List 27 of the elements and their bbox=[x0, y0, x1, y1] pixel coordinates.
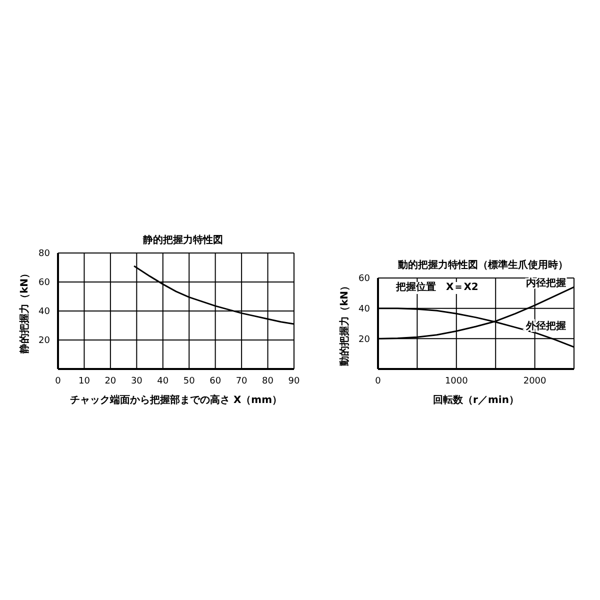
x-tick-label: 1000 bbox=[444, 376, 468, 386]
chart-title: 動的把握力特性図（標準生爪使用時） bbox=[397, 258, 569, 273]
chart-title: 静的把握力特性図 bbox=[142, 234, 224, 248]
x-tick-label: 80 bbox=[262, 376, 274, 386]
x-tick-label: 0 bbox=[55, 376, 62, 386]
y-tick-label: 80 bbox=[38, 249, 50, 260]
x-tick-label: 2000 bbox=[523, 376, 547, 386]
y-axis-title: 静的把握力（kN） bbox=[18, 268, 31, 355]
y-tick-label: 20 bbox=[38, 336, 50, 346]
y-tick-label: 40 bbox=[358, 304, 370, 315]
x-tick-label: 30 bbox=[130, 376, 143, 386]
annotation: 把握位置 X＝X2 bbox=[396, 282, 478, 294]
x-tick-label: 0 bbox=[375, 376, 382, 386]
x-tick-label: 10 bbox=[78, 376, 90, 386]
y-tick-label: 60 bbox=[358, 274, 370, 284]
y-tick-label: 20 bbox=[358, 334, 370, 345]
x-tick-label: 60 bbox=[210, 376, 222, 386]
y-axis-title: 動的把握力（kN） bbox=[338, 280, 351, 368]
x-axis-title: 回転数（r／min） bbox=[433, 394, 519, 406]
x-tick-label: 70 bbox=[236, 376, 248, 386]
y-tick-label: 60 bbox=[38, 278, 50, 288]
y-tick-label: 40 bbox=[38, 307, 50, 318]
x-tick-label: 40 bbox=[157, 376, 169, 386]
x-axis-title: チャック端面から把握部までの高さ X（mm） bbox=[70, 394, 282, 406]
x-tick-label: 50 bbox=[183, 376, 196, 386]
x-tick-label: 20 bbox=[104, 376, 116, 386]
x-tick-label: 90 bbox=[288, 376, 300, 386]
